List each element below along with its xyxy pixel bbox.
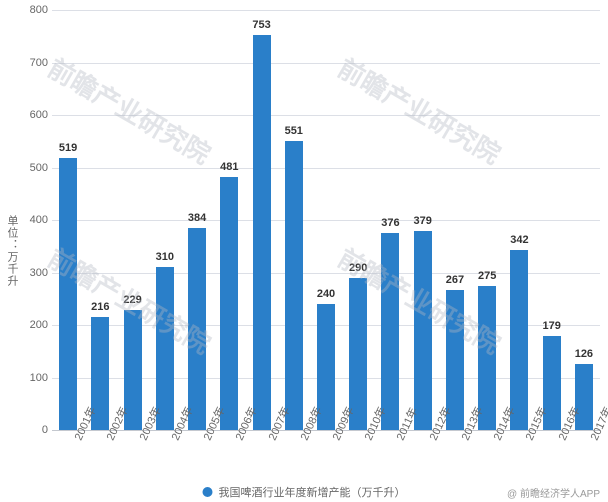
- bar: [510, 250, 528, 430]
- gridline: [52, 63, 600, 64]
- bar-value-label: 179: [542, 320, 560, 332]
- bar-value-label: 481: [220, 161, 238, 173]
- gridline: [52, 430, 600, 431]
- bar-value-label: 384: [188, 212, 206, 224]
- bar-value-label: 379: [414, 215, 432, 227]
- bar-value-label: 275: [478, 270, 496, 282]
- bar: [156, 267, 174, 430]
- bar: [59, 158, 77, 430]
- bar-value-label: 229: [123, 294, 141, 306]
- y-tick-label: 500: [8, 162, 48, 174]
- bar-value-label: 342: [510, 234, 528, 246]
- bar-value-label: 310: [156, 251, 174, 263]
- bar-value-label: 240: [317, 288, 335, 300]
- legend-marker-icon: [203, 487, 213, 497]
- y-tick-label: 300: [8, 267, 48, 279]
- y-tick-label: 700: [8, 57, 48, 69]
- bar: [381, 233, 399, 430]
- plot-area: 519 216 229 310 384 481 753 551 240 290 376 379 267 2…: [52, 10, 600, 430]
- bar: [253, 35, 271, 430]
- chart-container: 单位：万千升 519216229310384481753551240290376…: [0, 0, 608, 502]
- bar: [285, 141, 303, 430]
- bar-value-label: 376: [381, 217, 399, 229]
- bar: [414, 231, 432, 430]
- bar-value-label: 551: [285, 125, 303, 137]
- gridline: [52, 220, 600, 221]
- legend: 我国啤酒行业年度新增产能（万千升）: [203, 484, 406, 500]
- bar-value-label: 126: [575, 348, 593, 360]
- bar-value-label: 519: [59, 142, 77, 154]
- bar-value-label: 216: [91, 301, 109, 313]
- y-tick-label: 200: [8, 319, 48, 331]
- attribution-text: @ 前瞻经济学人APP: [507, 485, 600, 500]
- gridline: [52, 115, 600, 116]
- y-tick-label: 600: [8, 109, 48, 121]
- gridline: [52, 168, 600, 169]
- gridline: [52, 10, 600, 11]
- y-tick-label: 400: [8, 214, 48, 226]
- bar-value-label: 290: [349, 262, 367, 274]
- bar: [188, 228, 206, 430]
- y-tick-label: 800: [8, 4, 48, 16]
- bar-value-label: 753: [252, 19, 270, 31]
- y-tick-label: 0: [8, 424, 48, 436]
- bar-value-label: 267: [446, 274, 464, 286]
- y-tick-label: 100: [8, 372, 48, 384]
- bar: [220, 177, 238, 430]
- legend-text: 我国啤酒行业年度新增产能（万千升）: [219, 484, 406, 500]
